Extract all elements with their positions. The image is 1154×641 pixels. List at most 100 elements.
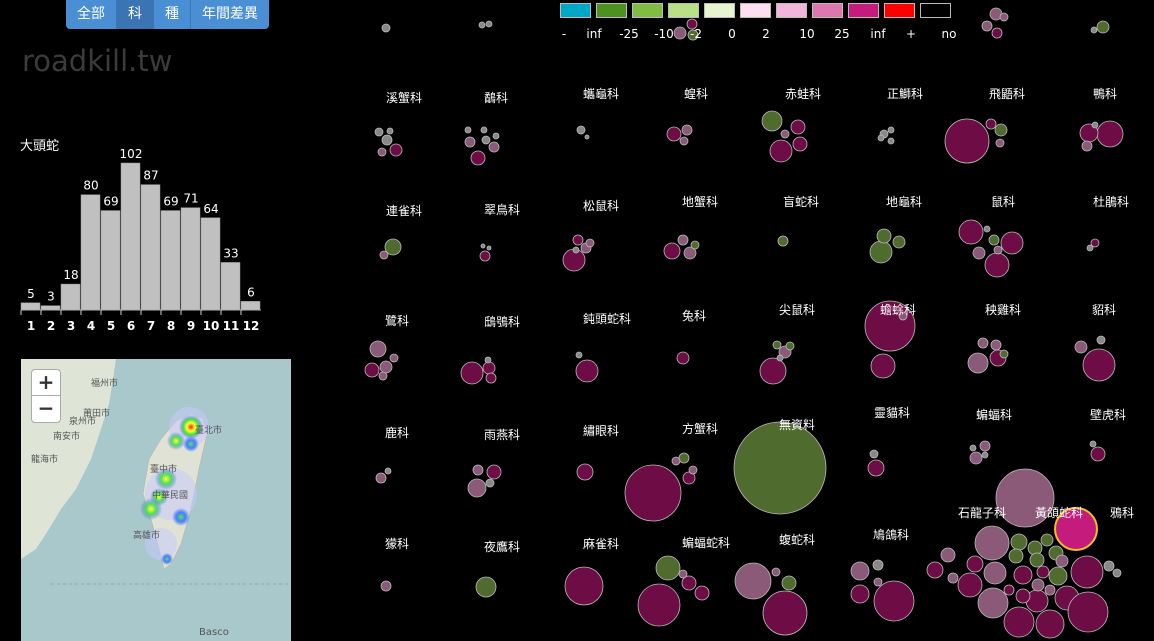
family-bubble[interactable] bbox=[759, 357, 787, 385]
family-bubble[interactable] bbox=[771, 567, 781, 577]
family-bubble[interactable] bbox=[379, 360, 393, 374]
family-bubble[interactable] bbox=[892, 235, 906, 249]
family-bubble[interactable] bbox=[475, 576, 497, 598]
family-bubble[interactable] bbox=[694, 585, 710, 601]
tab-species[interactable]: 種 bbox=[154, 0, 191, 29]
family-bubble[interactable] bbox=[762, 590, 808, 636]
family-bubble[interactable] bbox=[977, 337, 989, 349]
family-bubble[interactable] bbox=[1090, 238, 1100, 248]
zoom-in-button[interactable]: + bbox=[31, 369, 61, 397]
family-bubble[interactable] bbox=[850, 561, 870, 581]
family-bubble[interactable] bbox=[585, 238, 595, 248]
family-bubble[interactable] bbox=[873, 577, 883, 587]
family-bubble[interactable] bbox=[470, 150, 486, 166]
family-bubble[interactable] bbox=[478, 21, 486, 29]
family-label[interactable]: 蝮蛇科 bbox=[778, 533, 816, 547]
family-bubble[interactable] bbox=[681, 575, 697, 591]
family-label[interactable]: 杜鵑科 bbox=[1092, 195, 1130, 209]
family-label[interactable]: 黃頜蛇科 bbox=[1034, 506, 1084, 520]
family-label[interactable]: 地蟹科 bbox=[681, 195, 719, 209]
family-bubble[interactable] bbox=[926, 561, 944, 579]
family-label[interactable]: 鴨科 bbox=[1092, 87, 1118, 101]
tab-all[interactable]: 全部 bbox=[66, 0, 117, 29]
family-bubble[interactable] bbox=[995, 468, 1055, 528]
family-label[interactable]: 翠鳥科 bbox=[483, 203, 521, 217]
family-bubble[interactable] bbox=[999, 12, 1009, 22]
family-label[interactable]: 鼠科 bbox=[990, 195, 1016, 209]
family-label[interactable]: 石龍子科 bbox=[957, 506, 1007, 520]
family-bubble[interactable] bbox=[1096, 335, 1106, 345]
family-bubble[interactable] bbox=[792, 136, 808, 152]
histogram-bar[interactable] bbox=[120, 162, 141, 311]
histogram-bar[interactable] bbox=[20, 302, 41, 311]
family-bubble[interactable] bbox=[575, 359, 599, 383]
family-bubble[interactable] bbox=[785, 341, 795, 351]
family-bubble[interactable] bbox=[584, 134, 590, 140]
family-bubble[interactable] bbox=[384, 238, 402, 256]
family-bubble[interactable] bbox=[389, 143, 403, 157]
family-label[interactable]: 麻雀科 bbox=[582, 537, 620, 551]
histogram-bar[interactable] bbox=[100, 210, 121, 311]
family-bubble[interactable] bbox=[488, 141, 500, 153]
family-bubble[interactable] bbox=[990, 339, 1002, 351]
family-bubble[interactable] bbox=[1054, 507, 1098, 551]
histogram-bar[interactable] bbox=[220, 262, 241, 311]
family-bubble[interactable] bbox=[967, 352, 989, 374]
family-bubble[interactable] bbox=[572, 234, 584, 246]
family-bubble[interactable] bbox=[947, 572, 959, 584]
family-bubble[interactable] bbox=[486, 464, 502, 480]
family-bubble[interactable] bbox=[486, 245, 492, 251]
family-bubble[interactable] bbox=[377, 147, 387, 157]
family-bubble[interactable] bbox=[1090, 26, 1098, 34]
histogram-bar[interactable] bbox=[40, 305, 61, 311]
family-bubble[interactable] bbox=[1081, 140, 1093, 152]
family-bubble[interactable] bbox=[389, 353, 399, 363]
family-label[interactable]: 蝗科 bbox=[683, 87, 709, 101]
family-label[interactable]: 正鰤科 bbox=[886, 87, 924, 101]
family-bubble[interactable] bbox=[1096, 120, 1124, 148]
family-label[interactable]: 壁虎科 bbox=[1089, 408, 1127, 422]
family-bubble[interactable] bbox=[1096, 20, 1110, 34]
family-bubble[interactable] bbox=[991, 27, 1003, 39]
family-bubble[interactable] bbox=[867, 459, 885, 477]
family-label[interactable]: 飛鼯科 bbox=[988, 87, 1026, 101]
heatmap-map[interactable]: 福州市 莆田市 泉州市 南安市 龍海市 臺北市 臺中市 中華民國 高雄市 Bas… bbox=[21, 359, 291, 641]
family-bubble[interactable] bbox=[966, 555, 984, 573]
family-label[interactable]: 鹿科 bbox=[384, 426, 410, 440]
family-bubble[interactable] bbox=[769, 139, 793, 163]
family-bubble[interactable] bbox=[1089, 440, 1097, 448]
family-bubble[interactable] bbox=[492, 132, 500, 140]
family-bubble[interactable] bbox=[690, 240, 700, 250]
tab-family[interactable]: 科 bbox=[117, 0, 154, 29]
family-bubble[interactable] bbox=[870, 353, 896, 379]
family-bubble[interactable] bbox=[873, 580, 915, 622]
family-bubble[interactable] bbox=[777, 235, 789, 247]
family-bubble[interactable] bbox=[1003, 606, 1035, 638]
family-label[interactable]: 松鼠科 bbox=[582, 199, 620, 213]
family-bubble[interactable] bbox=[1013, 565, 1033, 585]
family-bubble[interactable] bbox=[1044, 584, 1056, 596]
family-bubble[interactable] bbox=[969, 451, 983, 465]
family-bubble[interactable] bbox=[1103, 560, 1115, 572]
family-bubble[interactable] bbox=[1000, 231, 1024, 255]
family-bubble[interactable] bbox=[375, 472, 387, 484]
family-label[interactable]: 鷺科 bbox=[384, 314, 410, 328]
family-bubble[interactable] bbox=[687, 29, 699, 41]
family-label[interactable]: 蝙蝠蛇科 bbox=[681, 536, 731, 550]
family-bubble[interactable] bbox=[1070, 555, 1104, 589]
family-bubble[interactable] bbox=[869, 449, 879, 459]
family-bubble[interactable] bbox=[1055, 554, 1069, 568]
family-bubble[interactable] bbox=[1029, 552, 1045, 568]
family-bubble[interactable] bbox=[381, 134, 393, 146]
family-bubble[interactable] bbox=[1082, 348, 1116, 382]
family-bubble[interactable] bbox=[671, 456, 681, 466]
family-bubble[interactable] bbox=[637, 583, 681, 627]
family-bubble[interactable] bbox=[1067, 591, 1109, 633]
family-bubble[interactable] bbox=[384, 467, 392, 475]
family-bubble[interactable] bbox=[969, 444, 977, 452]
family-label[interactable]: 獴科 bbox=[384, 537, 410, 551]
family-bubble[interactable] bbox=[984, 252, 1010, 278]
family-bubble[interactable] bbox=[1003, 584, 1015, 596]
family-bubble[interactable] bbox=[974, 525, 1010, 561]
family-bubble[interactable] bbox=[624, 464, 682, 522]
